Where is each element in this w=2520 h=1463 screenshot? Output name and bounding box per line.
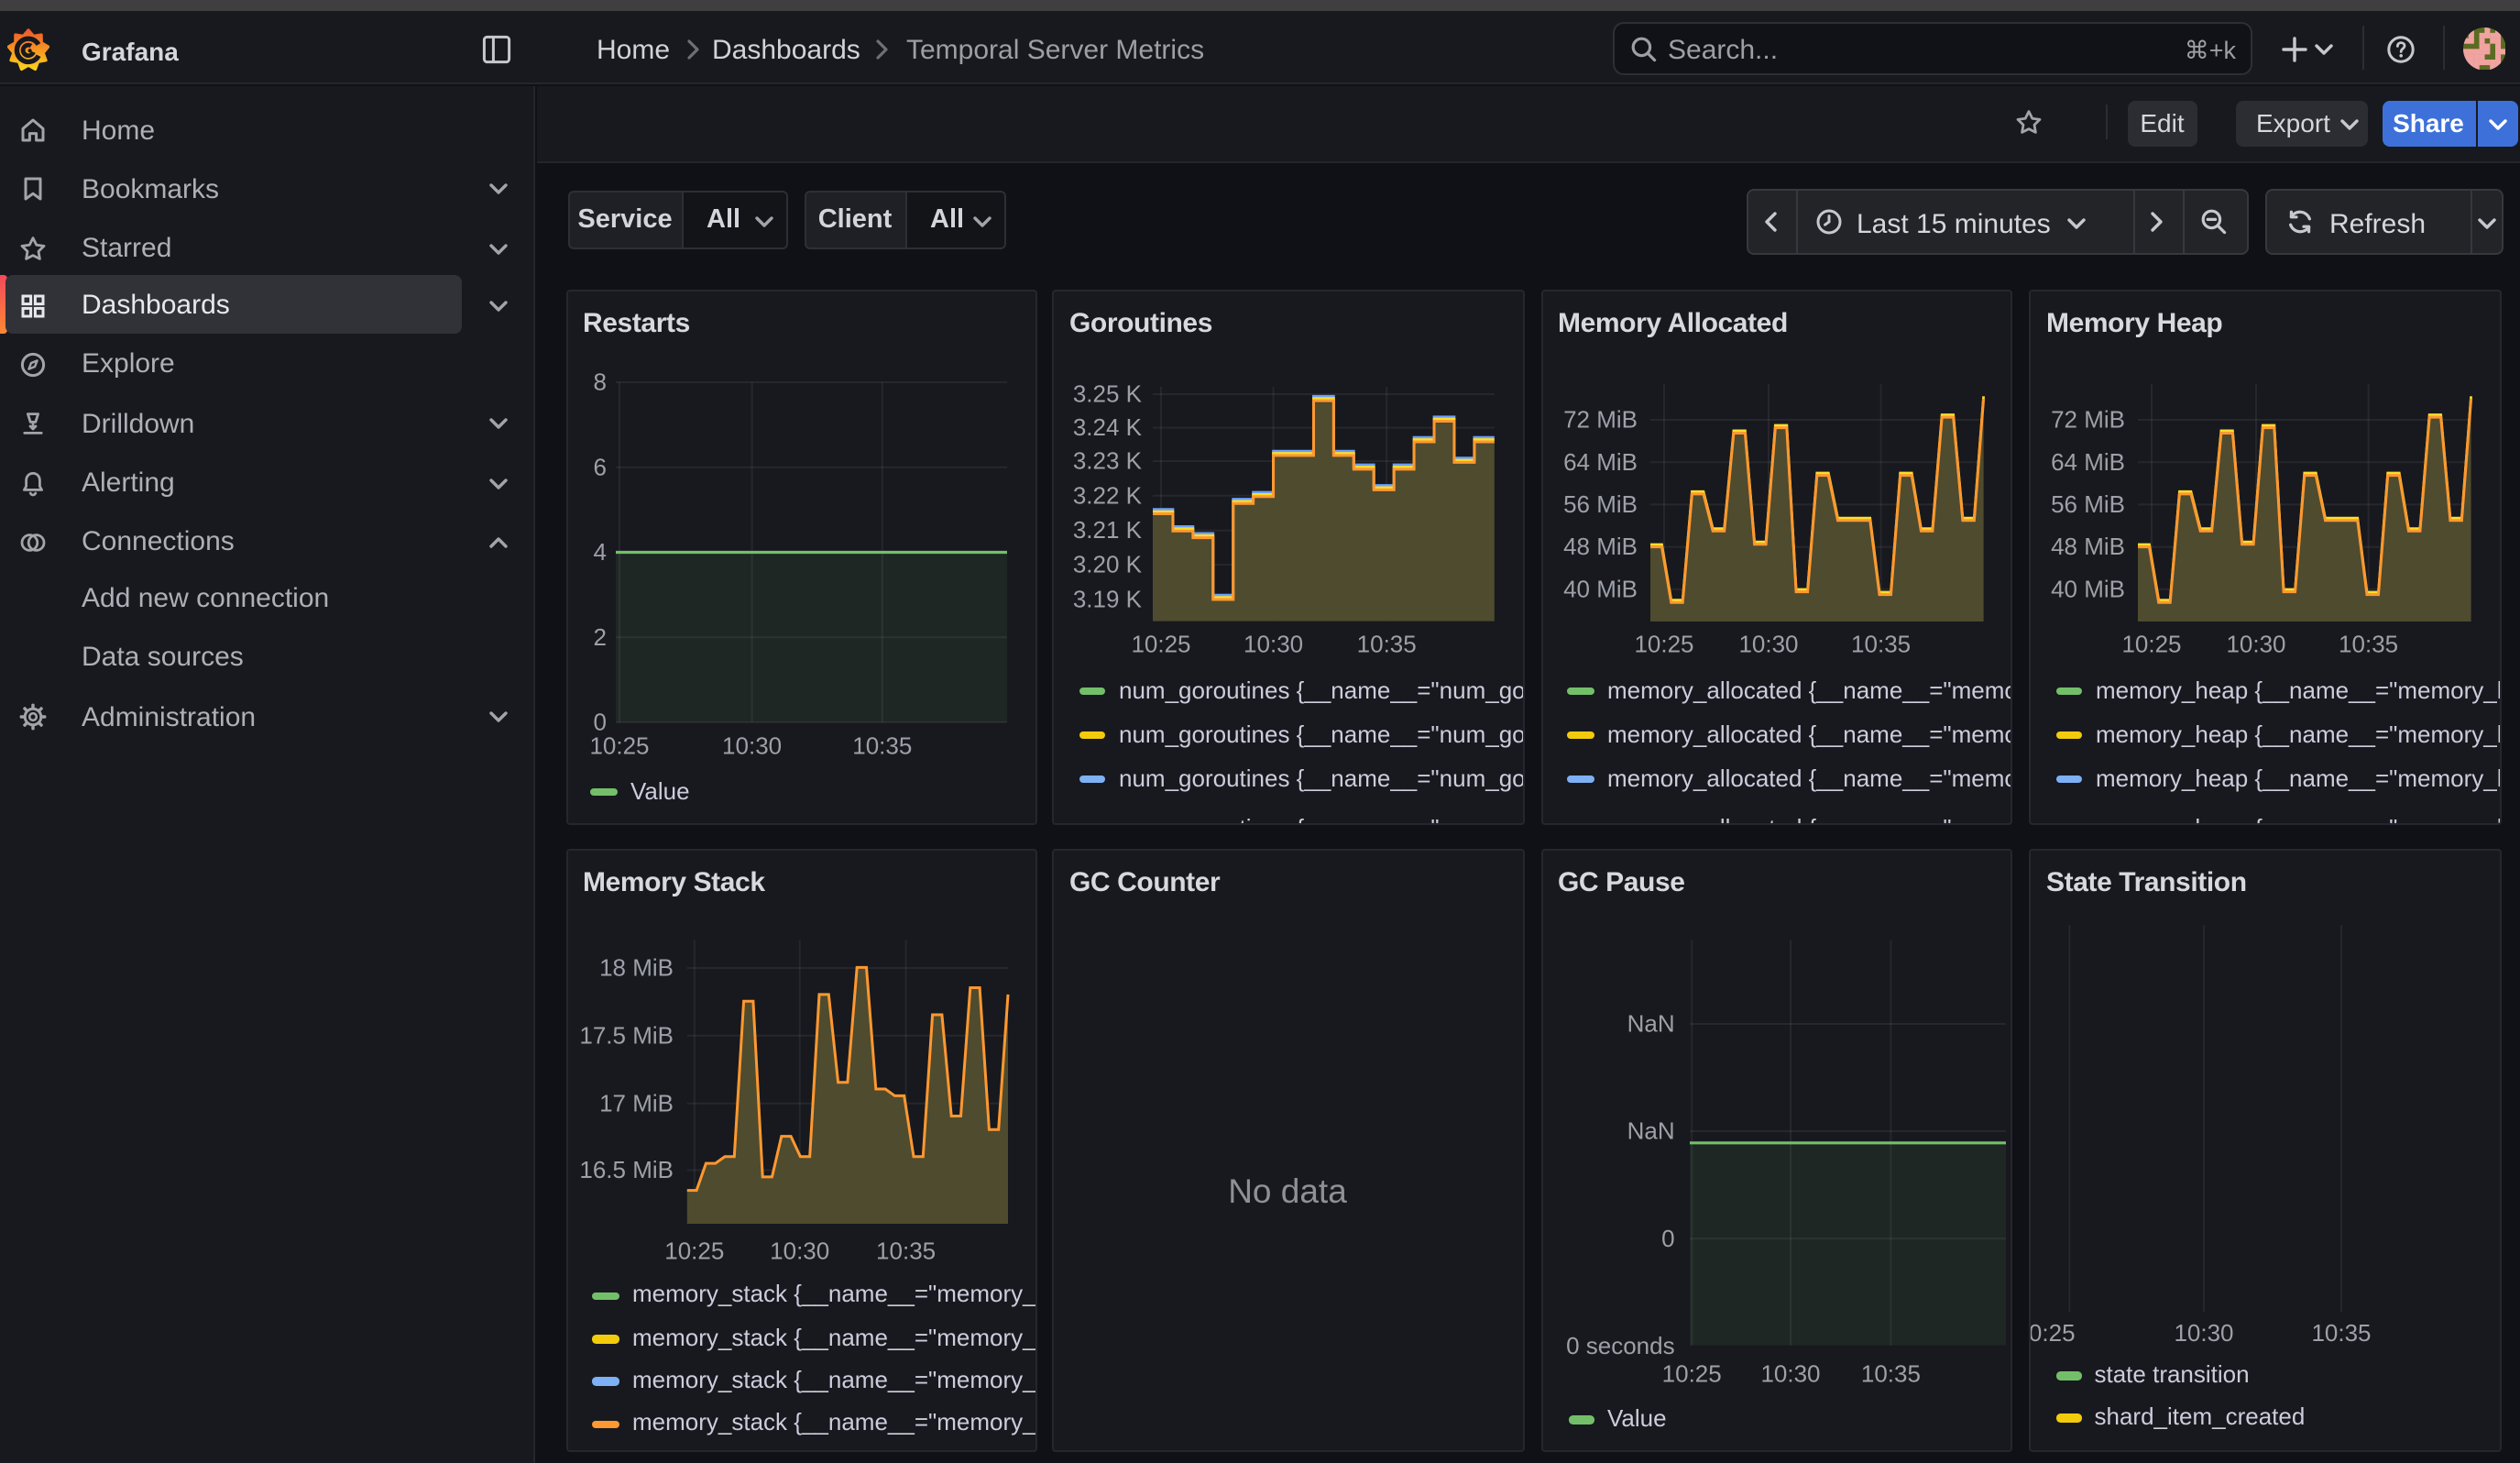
svg-text:10:35: 10:35 [851,732,911,759]
svg-text:10:25: 10:25 [1661,1359,1721,1387]
svg-text:64 MiB: 64 MiB [1562,447,1637,475]
svg-text:72 MiB: 72 MiB [2051,405,2125,433]
svg-text:3.20 K: 3.20 K [1073,550,1143,578]
svg-text:10:30: 10:30 [2174,1318,2233,1346]
svg-text:3.25 K: 3.25 K [1073,380,1143,407]
svg-text:0 seconds: 0 seconds [1565,1331,1674,1358]
svg-text:NaN: NaN [1627,1009,1674,1037]
svg-text:NaN: NaN [1627,1116,1674,1144]
svg-text:10:35: 10:35 [2311,1318,2371,1346]
svg-text:3.23 K: 3.23 K [1073,446,1143,474]
svg-text:48 MiB: 48 MiB [2051,532,2125,559]
svg-text:10:25: 10:25 [1131,630,1190,657]
svg-text:10:30: 10:30 [1244,630,1303,657]
svg-text:0: 0 [593,708,606,735]
svg-text:10:30: 10:30 [2226,630,2285,657]
svg-text:6: 6 [593,452,606,479]
svg-text:10:25: 10:25 [588,732,648,759]
svg-text:3.24 K: 3.24 K [1073,412,1143,440]
svg-text:10:25: 10:25 [1633,630,1693,657]
svg-text:10:25: 10:25 [2031,1318,2076,1346]
svg-text:2: 2 [593,622,606,650]
svg-text:0: 0 [1660,1224,1673,1251]
svg-text:10:25: 10:25 [2121,630,2181,657]
svg-text:48 MiB: 48 MiB [1562,532,1637,559]
svg-text:10:30: 10:30 [721,732,781,759]
svg-text:3.22 K: 3.22 K [1073,480,1143,508]
svg-text:40 MiB: 40 MiB [2051,574,2125,601]
svg-text:18 MiB: 18 MiB [598,953,673,981]
svg-text:8: 8 [593,368,606,395]
svg-text:10:25: 10:25 [663,1237,723,1264]
svg-text:10:35: 10:35 [1860,1359,1920,1387]
svg-text:17.5 MiB: 17.5 MiB [578,1020,673,1048]
svg-text:72 MiB: 72 MiB [1562,405,1637,433]
svg-text:10:35: 10:35 [1357,630,1417,657]
svg-text:56 MiB: 56 MiB [1562,490,1637,517]
svg-text:64 MiB: 64 MiB [2051,447,2125,475]
svg-text:10:30: 10:30 [769,1237,828,1264]
svg-text:56 MiB: 56 MiB [2051,490,2125,517]
svg-text:16.5 MiB: 16.5 MiB [578,1155,673,1182]
svg-text:10:30: 10:30 [1737,630,1797,657]
svg-text:3.21 K: 3.21 K [1073,515,1143,543]
svg-text:10:35: 10:35 [2339,630,2398,657]
svg-text:10:35: 10:35 [1850,630,1910,657]
svg-text:17 MiB: 17 MiB [598,1088,673,1116]
svg-text:3.19 K: 3.19 K [1073,585,1143,612]
svg-text:4: 4 [593,537,606,565]
svg-text:10:35: 10:35 [875,1237,935,1264]
svg-text:10:30: 10:30 [1759,1359,1819,1387]
svg-text:40 MiB: 40 MiB [1562,574,1637,601]
